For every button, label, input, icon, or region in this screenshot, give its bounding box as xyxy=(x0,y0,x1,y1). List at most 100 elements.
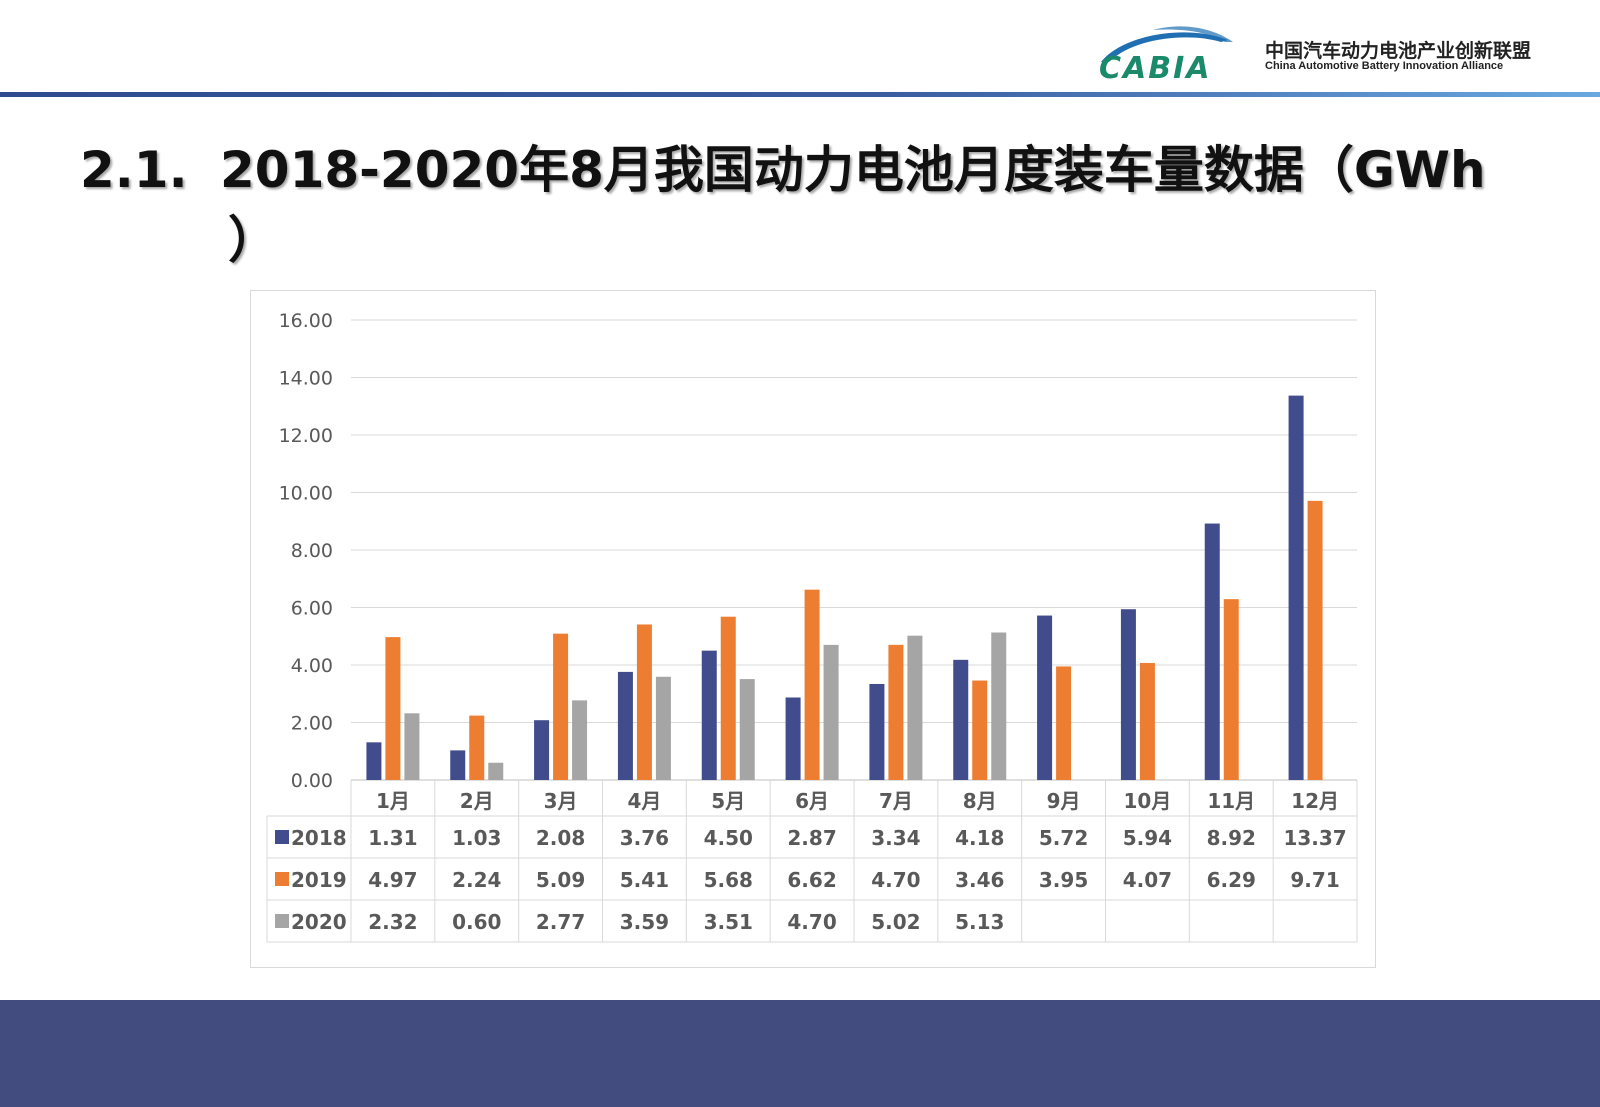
data-label-2019-3月: 5.09 xyxy=(536,868,585,892)
x-category-label: 6月 xyxy=(795,789,829,813)
data-label-2019-12月: 9.71 xyxy=(1290,868,1339,892)
data-label-2019-5月: 5.68 xyxy=(704,868,753,892)
data-label-2018-6月: 2.87 xyxy=(787,826,836,850)
data-label-2018-3月: 2.08 xyxy=(536,826,585,850)
y-tick-label: 4.00 xyxy=(291,655,333,677)
cabia-logo-mark: CABIA xyxy=(1099,26,1233,84)
bar-2019-9月 xyxy=(1056,666,1072,780)
bar-2019-10月 xyxy=(1139,662,1155,780)
x-category-label: 12月 xyxy=(1291,789,1339,813)
bar-2020-5月 xyxy=(739,679,755,780)
x-category-label: 2月 xyxy=(460,789,494,813)
bar-2020-4月 xyxy=(655,676,671,780)
title-text-line1: 2018-2020年8月我国动力电池月度装车量数据（GWh xyxy=(220,141,1486,199)
bar-2018-12月 xyxy=(1288,395,1304,780)
bar-2018-4月 xyxy=(617,671,633,780)
bar-2019-3月 xyxy=(553,633,569,780)
y-tick-label: 0.00 xyxy=(291,770,333,792)
data-label-2019-11月: 6.29 xyxy=(1207,868,1256,892)
x-category-label: 11月 xyxy=(1207,789,1255,813)
bar-2020-8月 xyxy=(991,632,1007,780)
bar-2019-5月 xyxy=(720,616,736,780)
data-label-2020-3月: 2.77 xyxy=(536,910,585,934)
x-category-label: 8月 xyxy=(963,789,997,813)
data-label-2020-7月: 5.02 xyxy=(871,910,920,934)
bar-2020-6月 xyxy=(823,644,839,780)
title-text-line2: ） xyxy=(228,211,278,269)
data-label-2018-2月: 1.03 xyxy=(452,826,501,850)
data-label-2019-1月: 4.97 xyxy=(368,868,417,892)
alliance-name-en: China Automotive Battery Innovation Alli… xyxy=(1265,60,1504,72)
x-category-label: 9月 xyxy=(1047,789,1081,813)
bar-2019-4月 xyxy=(636,624,652,780)
bar-2020-1月 xyxy=(404,713,420,780)
data-label-2019-7月: 4.70 xyxy=(871,868,920,892)
bar-2018-2月 xyxy=(450,750,466,780)
data-label-2018-11月: 8.92 xyxy=(1207,826,1256,850)
chart-container: 0.00 2.00 4.00 6.00 8.00 10.00 12.00 14.00 16.00… xyxy=(250,290,1376,968)
bar-2019-12月 xyxy=(1307,500,1323,780)
data-label-2020-4月: 3.59 xyxy=(620,910,669,934)
x-category-label: 4月 xyxy=(627,789,661,813)
data-label-2019-10月: 4.07 xyxy=(1123,868,1172,892)
y-tick-label: 14.00 xyxy=(279,368,333,390)
legend-key-2019 xyxy=(275,872,289,886)
bar-2018-7月 xyxy=(869,683,885,780)
data-label-2018-1月: 1.31 xyxy=(368,826,417,850)
y-tick-label: 6.00 xyxy=(291,598,333,620)
legend-key-2018 xyxy=(275,830,289,844)
header-divider xyxy=(0,92,1600,97)
section-number: 2.1. xyxy=(80,141,188,199)
page-title: 2.1. 2018-2020年8月我国动力电池月度装车量数据（GWh ） xyxy=(80,135,1540,275)
bar-2019-11月 xyxy=(1223,599,1239,780)
bar-2018-8月 xyxy=(953,659,969,780)
bar-2019-1月 xyxy=(385,637,401,780)
x-category-label: 1月 xyxy=(376,789,410,813)
x-category-label: 3月 xyxy=(544,789,578,813)
y-tick-label: 8.00 xyxy=(291,540,333,562)
data-label-2019-9月: 3.95 xyxy=(1039,868,1088,892)
bar-2020-2月 xyxy=(488,762,504,780)
x-category-label: 5月 xyxy=(711,789,745,813)
footer-band xyxy=(0,1000,1600,1107)
data-label-2018-4月: 3.76 xyxy=(620,826,669,850)
bar-2018-11月 xyxy=(1204,523,1220,780)
data-label-2018-10月: 5.94 xyxy=(1123,826,1172,850)
x-category-label: 10月 xyxy=(1123,789,1171,813)
data-label-2020-6月: 4.70 xyxy=(787,910,836,934)
bar-2019-6月 xyxy=(804,589,820,780)
data-label-2018-9月: 5.72 xyxy=(1039,826,1088,850)
data-label-2019-2月: 2.24 xyxy=(452,868,501,892)
y-tick-label: 2.00 xyxy=(291,713,333,735)
data-label-2018-5月: 4.50 xyxy=(704,826,753,850)
y-tick-label: 10.00 xyxy=(279,483,333,505)
x-category-label: 7月 xyxy=(879,789,913,813)
data-label-2018-8月: 4.18 xyxy=(955,826,1004,850)
bar-2018-3月 xyxy=(534,720,550,780)
cabia-logo-text: CABIA xyxy=(1099,51,1211,84)
bar-2018-1月 xyxy=(366,742,382,780)
bar-2019-7月 xyxy=(888,644,904,780)
alliance-name-cn: 中国汽车动力电池产业创新联盟 xyxy=(1265,40,1532,62)
data-label-2018-7月: 3.34 xyxy=(871,826,920,850)
data-label-2020-5月: 3.51 xyxy=(704,910,753,934)
series-name-2020: 2020 xyxy=(291,910,347,934)
cabia-logo: CABIA 中国汽车动力电池产业创新联盟 China Automotive Ba… xyxy=(1093,24,1531,84)
bar-2020-3月 xyxy=(572,700,588,780)
bar-2018-10月 xyxy=(1120,609,1136,780)
y-tick-label: 16.00 xyxy=(279,310,333,332)
data-label-2019-8月: 3.46 xyxy=(955,868,1004,892)
data-label-2020-8月: 5.13 xyxy=(955,910,1004,934)
series-name-2018: 2018 xyxy=(291,826,347,850)
bar-2018-6月 xyxy=(785,697,801,780)
bar-2019-2月 xyxy=(469,715,485,780)
y-tick-label: 12.00 xyxy=(279,425,333,447)
data-label-2019-4月: 5.41 xyxy=(620,868,669,892)
series-name-2019: 2019 xyxy=(291,868,347,892)
bar-2019-8月 xyxy=(972,680,988,780)
bar-2020-7月 xyxy=(907,635,923,780)
bar-2018-5月 xyxy=(701,650,717,780)
bar-chart: 0.00 2.00 4.00 6.00 8.00 10.00 12.00 14.00 16.00… xyxy=(266,310,1358,943)
data-label-2018-12月: 13.37 xyxy=(1283,826,1346,850)
data-label-2020-1月: 2.32 xyxy=(368,910,417,934)
